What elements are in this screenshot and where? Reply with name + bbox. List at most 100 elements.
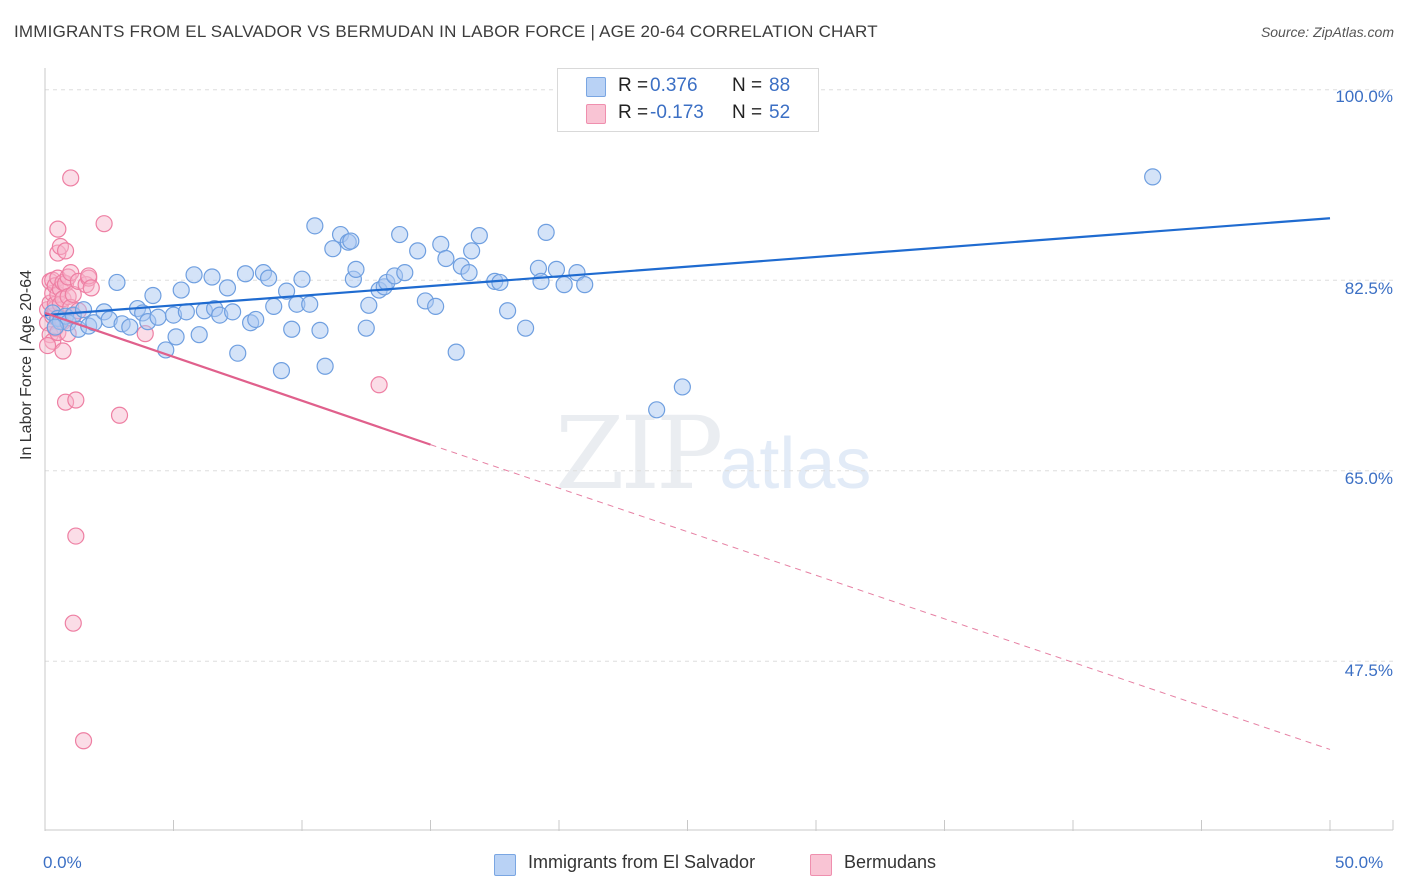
el-salvador-point [203, 268, 221, 286]
el-salvador-point [576, 276, 594, 294]
el-salvador-point [396, 264, 414, 282]
bermudans-point [38, 336, 57, 355]
bermudans-point [110, 406, 129, 424]
el-salvador-point [259, 269, 278, 287]
el-salvador-point [499, 302, 517, 320]
y-tick-label-82-5: 82.5% [1344, 279, 1393, 298]
el-salvador-point [121, 318, 139, 336]
x-tick-label-50: 50.0% [1335, 853, 1384, 872]
bermudans-point [62, 169, 80, 187]
el-salvador-point [177, 303, 195, 321]
bermudans-point [67, 391, 85, 409]
blue-swatch [586, 77, 606, 97]
el-salvador-point [277, 282, 296, 300]
y-tick-label-65: 65.0% [1344, 469, 1393, 488]
el-salvador-point [272, 362, 291, 380]
el-salvador-point [283, 320, 301, 338]
el-salvador-point [218, 279, 237, 297]
bermudans-point [95, 215, 113, 233]
el-salvador-point [357, 319, 375, 337]
el-salvador-point [555, 276, 573, 294]
y-tick-label-47-5: 47.5% [1344, 661, 1393, 680]
bermudans-point [64, 614, 82, 632]
watermark-atlas: atlas [719, 424, 872, 504]
el-salvador-point [167, 328, 185, 346]
el-salvador-point [537, 223, 555, 241]
pink-swatch [586, 104, 606, 124]
el-salvador-point [427, 297, 445, 315]
bermudans-point [54, 342, 72, 360]
el-salvador-point [293, 270, 311, 288]
el-salvador-point [532, 272, 550, 290]
bermudans-trendline-extension [430, 444, 1331, 750]
bermudans-point [56, 242, 75, 260]
blue-swatch [494, 854, 516, 876]
el-salvador-point [311, 321, 329, 339]
el-salvador-point [347, 260, 365, 278]
el-salvador-point [306, 217, 324, 235]
r-label: R = [618, 75, 649, 96]
el-salvador-point [74, 301, 93, 319]
n-label: N = [732, 102, 763, 123]
legend-label: Immigrants from El Salvador [528, 852, 756, 872]
el-salvador-point [190, 326, 208, 344]
el-salvador-point [265, 297, 283, 315]
x-tick-label-0: 0.0% [43, 853, 82, 872]
el-salvador-point [144, 286, 162, 305]
el-salvador-point [247, 310, 265, 329]
n-value: 88 [769, 75, 791, 96]
source-label: Source: ZipAtlas.com [1260, 24, 1394, 40]
pink-swatch [810, 854, 832, 876]
el-salvador-point [447, 343, 465, 361]
el-salvador-point [673, 378, 691, 396]
el-salvador-point [236, 265, 255, 283]
el-salvador-point [229, 344, 247, 362]
el-salvador-point [391, 225, 409, 244]
el-salvador-point [437, 249, 455, 268]
stats-legend-row-el-salvador: R = 0.376 N = 88 [558, 74, 818, 100]
el-salvador-point [460, 264, 478, 282]
el-salvador-point [516, 319, 535, 337]
chart-title: IMMIGRANTS FROM EL SALVADOR VS BERMUDAN … [14, 22, 878, 41]
watermark-zip: ZIP [555, 395, 723, 512]
legend-label: Bermudans [844, 852, 937, 872]
el-salvador-point [316, 357, 334, 375]
el-salvador-point [324, 240, 342, 258]
bermudans-point [56, 393, 75, 411]
bermudans-point [67, 527, 85, 545]
el-salvador-point [46, 318, 64, 336]
n-value: 52 [769, 102, 791, 123]
el-salvador-point [301, 295, 319, 313]
el-salvador-point [185, 266, 203, 284]
y-tick-label-100: 100.0% [1335, 87, 1393, 106]
bermudans-point [74, 732, 93, 750]
stats-legend-row-bermudans: R = -0.173 N = 52 [558, 101, 818, 127]
r-label: R = [618, 102, 649, 123]
el-salvador-point [172, 281, 190, 299]
bermudans-point [370, 376, 388, 394]
el-salvador-point [491, 273, 509, 292]
n-label: N = [732, 75, 763, 96]
el-salvador-point [1144, 168, 1162, 186]
r-value: 0.376 [650, 75, 698, 96]
r-value: -0.173 [650, 102, 704, 123]
el-salvador-point [470, 227, 488, 245]
el-salvador-point [342, 232, 360, 250]
el-salvador-point [409, 242, 427, 260]
stats-legend: R = 0.376 N = 88 R = -0.173 N = 52 [557, 68, 819, 132]
bermudans-point [64, 285, 82, 304]
watermark: ZIPatlas [555, 395, 871, 512]
el-salvador-point [149, 308, 167, 326]
el-salvador-point [224, 303, 242, 321]
bermudans-trendline [44, 311, 431, 446]
el-salvador-trendline [44, 217, 1331, 317]
bermudans-point [49, 220, 67, 238]
el-salvador-point [108, 273, 126, 292]
el-salvador-point [463, 242, 481, 260]
el-salvador-point [547, 260, 566, 278]
el-salvador-point [648, 401, 666, 419]
bermudans-point [82, 279, 100, 297]
el-salvador-point [360, 296, 378, 314]
y-axis-label: In Labor Force | Age 20-64 [18, 269, 35, 460]
